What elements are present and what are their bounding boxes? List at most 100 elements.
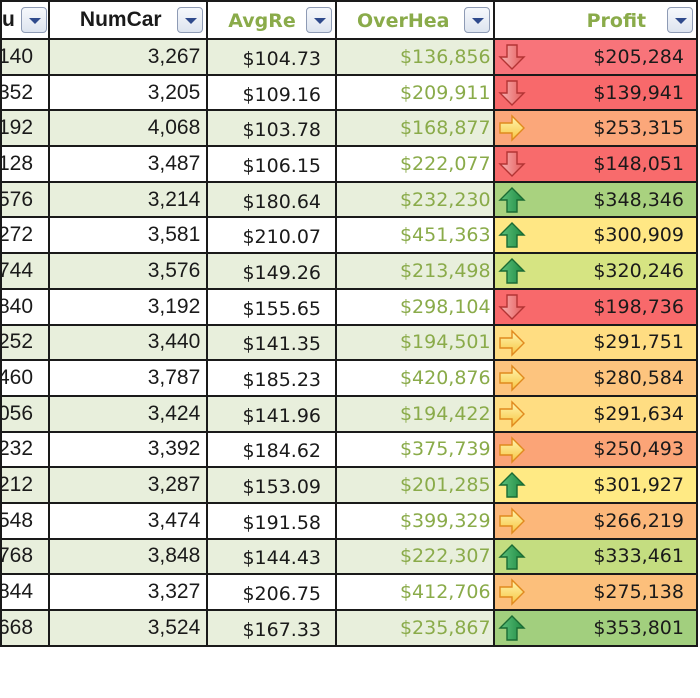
cell-profit[interactable]: $205,284 xyxy=(492,38,699,76)
cell-overhead[interactable]: $420,876 xyxy=(335,359,495,397)
cell-profit[interactable]: $320,246 xyxy=(492,252,699,290)
cell-avg-revenue[interactable]: $104.73 xyxy=(206,38,338,76)
cell-profit[interactable]: $253,315 xyxy=(492,109,699,148)
cell-partial[interactable]: 352 xyxy=(0,73,50,112)
cell-num-cars[interactable]: 3,214 xyxy=(47,180,209,219)
cell-partial[interactable]: 140 xyxy=(0,38,50,76)
cell-profit[interactable]: $291,751 xyxy=(492,323,699,362)
cell-overhead[interactable]: $194,422 xyxy=(335,394,495,433)
cell-partial[interactable]: 744 xyxy=(0,252,50,290)
cell-overhead[interactable]: $222,307 xyxy=(335,537,495,576)
yellow-right-arrow-icon xyxy=(498,364,525,392)
cell-num-cars[interactable]: 3,576 xyxy=(47,252,209,290)
cell-overhead[interactable]: $235,867 xyxy=(335,609,495,647)
cell-num-cars[interactable]: 3,392 xyxy=(47,430,209,469)
cell-value: $205,284 xyxy=(593,45,684,68)
cell-profit[interactable]: $266,219 xyxy=(492,501,699,540)
cell-avg-revenue[interactable]: $210.07 xyxy=(206,216,338,255)
table-row: 056 3,424 $141.96 $194,422 $291,634 xyxy=(0,394,699,433)
cell-num-cars[interactable]: 3,424 xyxy=(47,394,209,433)
cell-num-cars[interactable]: 4,068 xyxy=(47,109,209,148)
cell-num-cars[interactable]: 3,474 xyxy=(47,501,209,540)
cell-profit[interactable]: $291,634 xyxy=(492,394,699,433)
cell-overhead[interactable]: $451,363 xyxy=(335,216,495,255)
cell-partial[interactable]: 272 xyxy=(0,216,50,255)
cell-partial[interactable]: 668 xyxy=(0,609,50,647)
cell-profit[interactable]: $275,138 xyxy=(492,573,699,611)
cell-avg-revenue[interactable]: $103.78 xyxy=(206,109,338,148)
cell-partial[interactable]: 768 xyxy=(0,537,50,576)
cell-overhead[interactable]: $298,104 xyxy=(335,287,495,326)
cell-avg-revenue[interactable]: $106.15 xyxy=(206,145,338,183)
cell-overhead[interactable]: $375,739 xyxy=(335,430,495,469)
cell-value: $275,138 xyxy=(593,581,684,604)
cell-avg-revenue[interactable]: $191.58 xyxy=(206,501,338,540)
cell-overhead[interactable]: $194,501 xyxy=(335,323,495,362)
cell-avg-revenue[interactable]: $185.23 xyxy=(206,359,338,397)
cell-partial[interactable]: 840 xyxy=(0,287,50,326)
cell-avg-revenue[interactable]: $109.16 xyxy=(206,73,338,112)
filter-dropdown-icon[interactable] xyxy=(463,7,490,33)
cell-num-cars[interactable]: 3,487 xyxy=(47,145,209,183)
cell-overhead[interactable]: $399,329 xyxy=(335,501,495,540)
cell-avg-revenue[interactable]: $155.65 xyxy=(206,287,338,326)
cell-overhead[interactable]: $213,498 xyxy=(335,252,495,290)
cell-overhead[interactable]: $412,706 xyxy=(335,573,495,611)
cell-num-cars[interactable]: 3,205 xyxy=(47,73,209,112)
cell-avg-revenue[interactable]: $141.96 xyxy=(206,394,338,433)
filter-dropdown-icon[interactable] xyxy=(667,7,693,33)
cell-partial[interactable]: 576 xyxy=(0,180,50,219)
cell-partial[interactable]: 548 xyxy=(0,501,50,540)
cell-avg-revenue[interactable]: $141.35 xyxy=(206,323,338,362)
table-row: 840 3,192 $155.65 $298,104 $198,736 xyxy=(0,287,699,326)
filter-dropdown-icon[interactable] xyxy=(306,7,333,33)
cell-num-cars[interactable]: 3,440 xyxy=(47,323,209,362)
cell-num-cars[interactable]: 3,267 xyxy=(47,38,209,76)
cell-avg-revenue[interactable]: $206.75 xyxy=(206,573,338,611)
cell-num-cars[interactable]: 3,848 xyxy=(47,537,209,576)
cell-avg-revenue[interactable]: $167.33 xyxy=(206,609,338,647)
cell-overhead[interactable]: $209,911 xyxy=(335,73,495,112)
cell-num-cars[interactable]: 3,524 xyxy=(47,609,209,647)
cell-num-cars[interactable]: 3,787 xyxy=(47,359,209,397)
cell-num-cars[interactable]: 3,327 xyxy=(47,573,209,611)
cell-profit[interactable]: $148,051 xyxy=(492,145,699,183)
cell-avg-revenue[interactable]: $144.43 xyxy=(206,537,338,576)
filter-dropdown-icon[interactable] xyxy=(177,7,204,33)
cell-profit[interactable]: $301,927 xyxy=(492,466,699,504)
table-body: 140 3,267 $104.73 $136,856 $205,284 352 … xyxy=(0,38,699,647)
cell-overhead[interactable]: $232,230 xyxy=(335,180,495,219)
yellow-right-arrow-icon xyxy=(498,400,525,428)
cell-partial[interactable]: 232 xyxy=(0,430,50,469)
cell-partial[interactable]: 844 xyxy=(0,573,50,611)
filter-dropdown-icon[interactable] xyxy=(20,7,47,33)
cell-value: 460 xyxy=(1,366,34,390)
cell-partial[interactable]: 192 xyxy=(0,109,50,148)
cell-profit[interactable]: $333,461 xyxy=(492,537,699,576)
header-label: OverHea xyxy=(357,10,450,32)
cell-profit[interactable]: $300,909 xyxy=(492,216,699,255)
cell-profit[interactable]: $250,493 xyxy=(492,430,699,469)
cell-profit[interactable]: $348,346 xyxy=(492,180,699,219)
cell-avg-revenue[interactable]: $153.09 xyxy=(206,466,338,504)
cell-value: $320,246 xyxy=(593,259,684,282)
cell-partial[interactable]: 212 xyxy=(0,466,50,504)
cell-partial[interactable]: 460 xyxy=(0,359,50,397)
cell-avg-revenue[interactable]: $180.64 xyxy=(206,180,338,219)
cell-num-cars[interactable]: 3,287 xyxy=(47,466,209,504)
cell-num-cars[interactable]: 3,581 xyxy=(47,216,209,255)
cell-profit[interactable]: $353,801 xyxy=(492,609,699,647)
cell-overhead[interactable]: $222,077 xyxy=(335,145,495,183)
cell-partial[interactable]: 252 xyxy=(0,323,50,362)
cell-profit[interactable]: $198,736 xyxy=(492,287,699,326)
cell-num-cars[interactable]: 3,192 xyxy=(47,287,209,326)
cell-overhead[interactable]: $136,856 xyxy=(335,38,495,76)
cell-partial[interactable]: 056 xyxy=(0,394,50,433)
cell-overhead[interactable]: $168,877 xyxy=(335,109,495,148)
cell-profit[interactable]: $280,584 xyxy=(492,359,699,397)
cell-avg-revenue[interactable]: $184.62 xyxy=(206,430,338,469)
cell-profit[interactable]: $139,941 xyxy=(492,73,699,112)
cell-avg-revenue[interactable]: $149.26 xyxy=(206,252,338,290)
cell-overhead[interactable]: $201,285 xyxy=(335,466,495,504)
cell-partial[interactable]: 128 xyxy=(0,145,50,183)
